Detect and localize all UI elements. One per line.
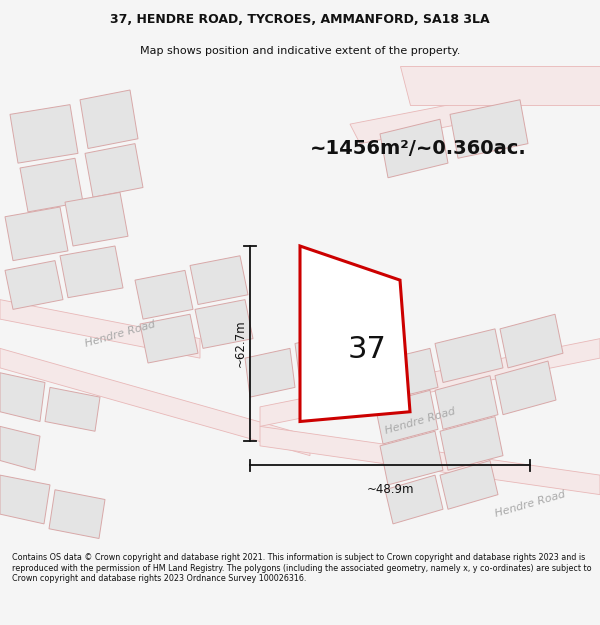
Polygon shape	[370, 348, 438, 402]
Polygon shape	[5, 207, 68, 261]
Polygon shape	[245, 348, 295, 397]
Polygon shape	[380, 119, 448, 178]
Polygon shape	[380, 431, 443, 485]
Text: Hendre Road: Hendre Road	[494, 489, 566, 519]
Polygon shape	[0, 299, 200, 358]
Text: Hendre Road: Hendre Road	[383, 407, 457, 436]
Text: ~1456m²/~0.360ac.: ~1456m²/~0.360ac.	[310, 139, 527, 158]
Polygon shape	[375, 390, 438, 444]
Polygon shape	[195, 299, 253, 348]
Polygon shape	[0, 426, 40, 470]
Polygon shape	[440, 461, 498, 509]
Polygon shape	[435, 376, 498, 429]
Polygon shape	[85, 144, 143, 198]
Polygon shape	[385, 475, 443, 524]
Text: ~48.9m: ~48.9m	[366, 483, 414, 496]
Polygon shape	[495, 361, 556, 414]
Text: Map shows position and indicative extent of the property.: Map shows position and indicative extent…	[140, 46, 460, 56]
Polygon shape	[440, 417, 503, 470]
Polygon shape	[190, 256, 248, 304]
Polygon shape	[260, 339, 600, 426]
Polygon shape	[10, 104, 78, 163]
Polygon shape	[20, 158, 83, 212]
Text: 37, HENDRE ROAD, TYCROES, AMMANFORD, SA18 3LA: 37, HENDRE ROAD, TYCROES, AMMANFORD, SA1…	[110, 13, 490, 26]
Polygon shape	[45, 388, 100, 431]
Polygon shape	[0, 348, 310, 456]
Polygon shape	[65, 192, 128, 246]
Polygon shape	[500, 314, 563, 368]
Text: 37: 37	[348, 335, 387, 364]
Polygon shape	[5, 261, 63, 309]
Polygon shape	[350, 95, 510, 144]
Text: Hendre Road: Hendre Road	[83, 319, 157, 349]
Polygon shape	[140, 314, 198, 363]
Polygon shape	[80, 90, 138, 149]
Polygon shape	[450, 100, 528, 158]
Polygon shape	[135, 271, 193, 319]
Polygon shape	[0, 475, 50, 524]
Polygon shape	[435, 329, 503, 382]
Text: Contains OS data © Crown copyright and database right 2021. This information is : Contains OS data © Crown copyright and d…	[12, 553, 592, 583]
Polygon shape	[295, 334, 345, 382]
Polygon shape	[400, 66, 600, 104]
Polygon shape	[300, 246, 410, 421]
Polygon shape	[60, 246, 123, 298]
Polygon shape	[0, 372, 45, 421]
Polygon shape	[260, 426, 600, 494]
Text: ~62.7m: ~62.7m	[233, 319, 247, 368]
Polygon shape	[49, 490, 105, 539]
